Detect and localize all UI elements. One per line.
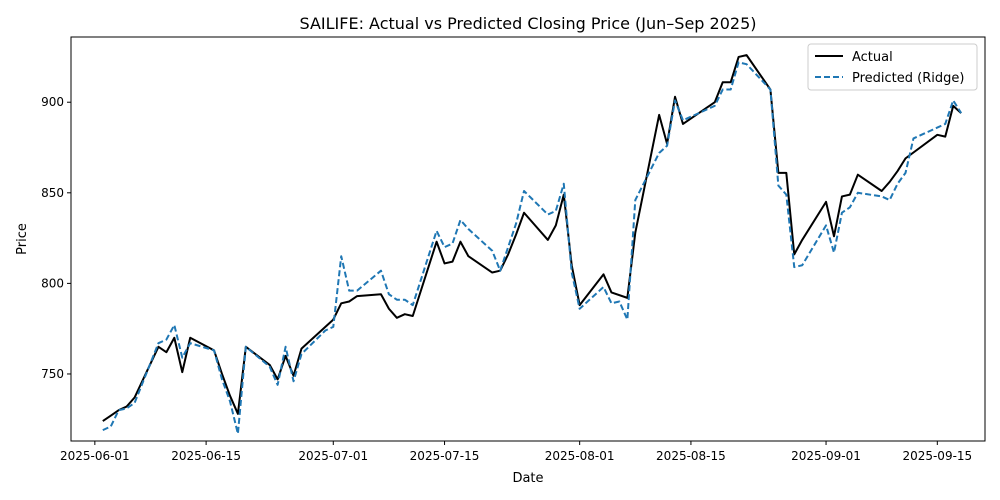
legend-box — [807, 43, 978, 91]
plot-frame — [70, 36, 986, 442]
x-tick-label: 2025-09-01 — [791, 449, 861, 463]
legend-actual-label: Actual — [852, 50, 893, 65]
x-tick-label: 2025-07-01 — [298, 449, 368, 463]
x-axis-label: Date — [512, 471, 543, 486]
legend: Actual Predicted (Ridge) — [807, 43, 978, 91]
x-tick-label: 2025-06-15 — [171, 449, 241, 463]
x-tick-label: 2025-06-01 — [60, 449, 130, 463]
y-axis-label: Price — [15, 223, 30, 255]
x-tick-label: 2025-07-15 — [410, 449, 480, 463]
x-tick-label: 2025-09-15 — [902, 449, 972, 463]
x-tick-label: 2025-08-01 — [545, 449, 615, 463]
y-tick-label: 800 — [41, 276, 64, 290]
x-tick-label: 2025-08-15 — [656, 449, 726, 463]
y-axis: 750 800 850 900 — [41, 95, 71, 381]
x-axis: 2025-06-01 2025-06-15 2025-07-01 2025-07-15… — [60, 441, 972, 463]
y-tick-label: 850 — [41, 186, 64, 200]
chart-title: SAILIFE: Actual vs Predicted Closing Pri… — [300, 14, 757, 33]
y-tick-label: 900 — [41, 95, 64, 109]
series-layer — [102, 54, 963, 435]
legend-predicted-label: Predicted (Ridge) — [852, 71, 964, 86]
series-line-predicted — [102, 61, 963, 435]
series-line-actual — [102, 54, 962, 422]
y-tick-label: 750 — [41, 367, 64, 381]
